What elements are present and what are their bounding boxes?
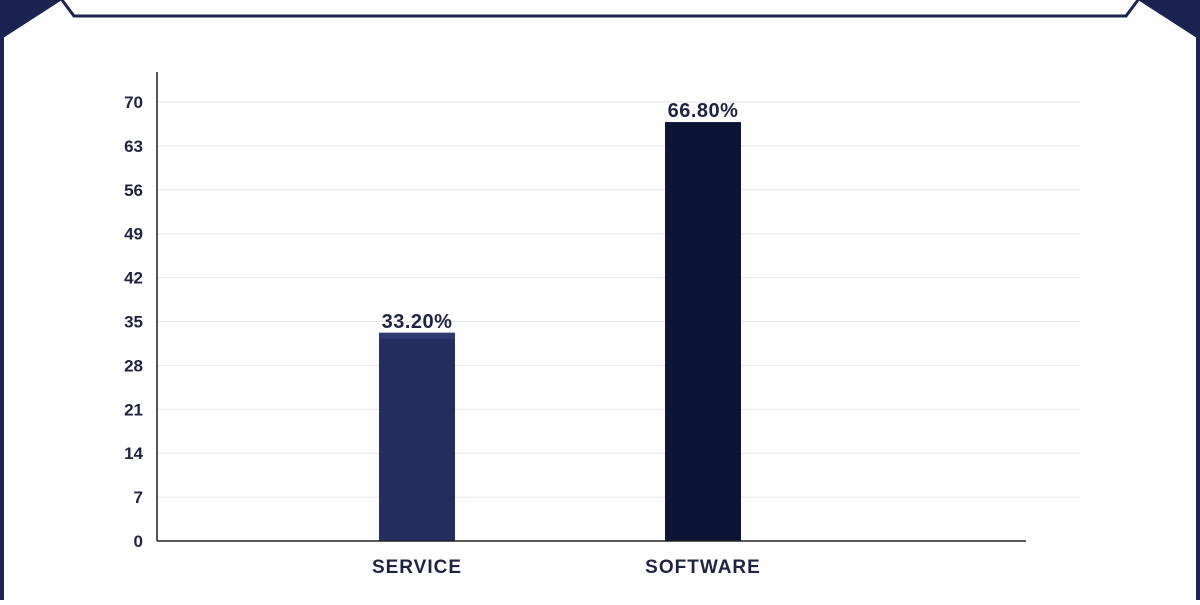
- x-axis-ticks: SERVICE SOFTWARE: [372, 557, 761, 578]
- y-tick-label: 21: [124, 400, 143, 419]
- y-tick-label: 14: [124, 444, 143, 463]
- gridlines: [157, 101, 1080, 498]
- y-tick-label: 42: [124, 269, 143, 288]
- y-tick-label: 7: [134, 488, 143, 507]
- y-tick-label: 63: [124, 137, 143, 156]
- x-tick-label: SOFTWARE: [645, 557, 761, 578]
- data-labels: 33.20% 66.80%: [382, 100, 739, 333]
- axes: [156, 72, 1026, 542]
- y-axis-ticks: 0 7 14 21 28 35 42 49 56 63 70: [124, 93, 143, 551]
- y-tick-label: 28: [124, 356, 143, 375]
- y-tick-label: 56: [124, 181, 143, 200]
- y-tick-label: 49: [124, 225, 143, 244]
- y-tick-label: 35: [124, 313, 143, 332]
- frame-right-edge: [1138, 0, 1200, 40]
- frame-left-edge: [0, 0, 62, 40]
- y-tick-label: 0: [134, 532, 143, 551]
- data-label: 66.80%: [668, 100, 739, 122]
- banner-bottom-edge: [60, 0, 1140, 18]
- y-tick-label: 70: [124, 93, 143, 112]
- frame-right-border: [1196, 0, 1200, 600]
- bar-cap-shade: [379, 332, 455, 339]
- data-label: 33.20%: [382, 311, 453, 333]
- x-tick-label: SERVICE: [372, 557, 462, 578]
- bars: [379, 122, 741, 541]
- bar-service: [379, 332, 455, 541]
- bar-software: [665, 122, 741, 541]
- frame-left-border: [0, 0, 4, 600]
